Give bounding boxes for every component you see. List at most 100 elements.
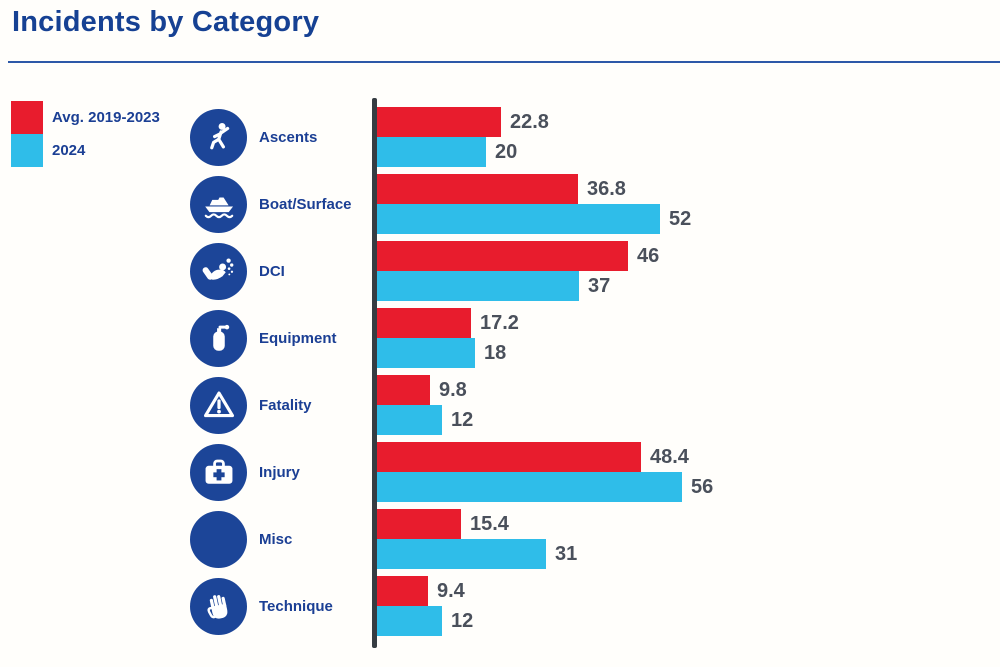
bar-line-avg: 17.2 [377,308,519,338]
bar-line-2024: 31 [377,539,577,569]
bar-2024 [377,606,442,636]
category-icon-circle [190,243,247,300]
category-row: Ascents 22.8 20 [190,104,995,171]
bar-avg-2019-2023 [377,576,428,606]
category-row: Boat/Surface 36.8 52 [190,171,995,238]
category-row: Technique 9.4 12 [190,573,995,640]
bar-value-avg: 9.8 [439,378,467,401]
bar-value-avg: 15.4 [470,512,509,535]
bar-line-2024: 18 [377,338,519,368]
category-icon-circle [190,176,247,233]
category-row: Misc 15.4 31 [190,506,995,573]
bar-avg-2019-2023 [377,509,461,539]
bar-2024 [377,204,660,234]
category-row: Equipment 17.2 18 [190,305,995,372]
bar-line-2024: 12 [377,405,473,435]
bar-2024 [377,539,546,569]
category-label: Technique [259,598,333,615]
category-icon-circle [190,109,247,166]
bar-value-avg: 46 [637,244,660,267]
category-row: DCI 46 37 [190,238,995,305]
category-icon-circle [190,377,247,434]
bar-value-avg: 48.4 [650,445,689,468]
category-label: DCI [259,263,285,280]
bar-group: 15.4 31 [377,509,577,569]
bar-avg-2019-2023 [377,241,628,271]
bar-group: 9.4 12 [377,576,473,636]
category-label: Misc [259,531,293,548]
category-label: Ascents [259,129,318,146]
bar-group: 9.8 12 [377,375,473,435]
warning-triangle-icon [203,390,234,417]
scuba-tank-icon [212,324,229,351]
bar-line-avg: 48.4 [377,442,713,472]
bar-line-2024: 20 [377,137,549,167]
bar-value-avg: 17.2 [480,311,519,334]
legend: Avg. 2019-2023 2024 [11,101,160,167]
bar-value-2024: 18 [484,341,507,364]
diver-icon [202,257,233,280]
chart-rows: Ascents 22.8 20 Boat/Surface [190,104,995,640]
legend-label-2024: 2024 [52,142,86,159]
bar-value-2024: 56 [691,475,714,498]
legend-item-avg: Avg. 2019-2023 [11,101,160,134]
bar-line-2024: 56 [377,472,713,502]
legend-label-avg: Avg. 2019-2023 [52,109,160,126]
chart-baseline-axis [372,98,377,648]
legend-item-2024: 2024 [11,134,160,167]
category-icon-circle [190,578,247,635]
bar-value-2024: 20 [495,140,518,163]
page-title: Incidents by Category [12,6,320,38]
category-label: Equipment [259,330,337,347]
bar-value-2024: 31 [555,542,578,565]
bar-2024 [377,405,442,435]
bar-2024 [377,271,579,301]
bar-line-2024: 37 [377,271,659,301]
bar-value-avg: 22.8 [510,110,549,133]
bar-group: 46 37 [377,241,659,301]
bar-group: 17.2 18 [377,308,519,368]
bar-avg-2019-2023 [377,107,501,137]
category-row: Injury 48.4 56 [190,439,995,506]
boat-icon [204,196,233,218]
category-label: Fatality [259,397,312,414]
legend-swatch-blue [11,134,43,167]
category-label: Boat/Surface [259,196,352,213]
bar-value-2024: 52 [669,207,692,230]
bar-line-avg: 9.4 [377,576,473,606]
bar-value-avg: 9.4 [437,579,465,602]
first-aid-kit-icon [205,459,232,484]
bar-line-avg: 22.8 [377,107,549,137]
title-rule [8,61,1000,63]
bar-line-2024: 12 [377,606,473,636]
bar-group: 22.8 20 [377,107,549,167]
bar-line-2024: 52 [377,204,691,234]
bar-2024 [377,137,486,167]
category-label: Injury [259,464,300,481]
bar-group: 48.4 56 [377,442,713,502]
bar-line-avg: 9.8 [377,375,473,405]
runner-icon [209,122,229,149]
bar-line-avg: 36.8 [377,174,691,204]
bar-group: 36.8 52 [377,174,691,234]
bar-avg-2019-2023 [377,174,578,204]
bar-line-avg: 46 [377,241,659,271]
bar-2024 [377,472,682,502]
bar-2024 [377,338,475,368]
bar-line-avg: 15.4 [377,509,577,539]
bar-value-2024: 12 [451,609,474,632]
category-icon-circle [190,310,247,367]
legend-swatch-red [11,101,43,134]
bar-value-2024: 37 [588,274,611,297]
bar-avg-2019-2023 [377,308,471,338]
bar-value-avg: 36.8 [587,177,626,200]
hand-icon [206,594,227,619]
bar-avg-2019-2023 [377,375,430,405]
bar-avg-2019-2023 [377,442,641,472]
circle-icon [201,522,237,558]
category-icon-circle [190,444,247,501]
bar-value-2024: 12 [451,408,474,431]
category-icon-circle [190,511,247,568]
category-row: Fatality 9.8 12 [190,372,995,439]
